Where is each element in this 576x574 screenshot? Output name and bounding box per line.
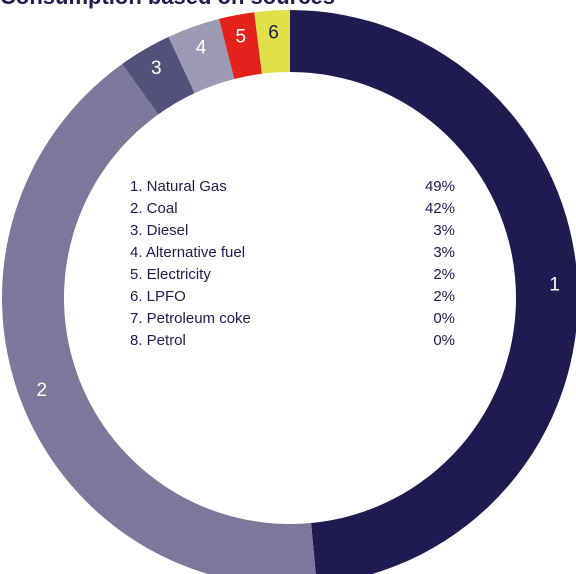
donut-segment [290,10,576,574]
legend-label: 8. Petrol [130,332,186,349]
legend-label: 3. Diesel [130,222,188,239]
legend-label: 5. Electricity [130,266,211,283]
segment-label: 5 [236,27,247,48]
segment-label: 2 [36,380,47,401]
donut-segment [219,12,262,79]
legend-label: 1. Natural Gas [130,178,227,195]
legend-label: 2. Coal [130,200,178,217]
legend-value: 0% [433,310,455,327]
legend-value: 42% [425,200,455,217]
legend-value: 3% [433,222,455,239]
segment-label: 3 [151,58,162,79]
legend-value: 0% [433,332,455,349]
chart-title: Consumption based on sources [0,0,335,9]
segment-label: 4 [196,37,207,58]
legend-value: 2% [433,266,455,283]
segment-label: 1 [549,275,560,296]
legend-value: 49% [425,178,455,195]
legend-value: 3% [433,244,455,261]
donut-segment [2,63,316,574]
donut-segment [168,18,235,94]
legend-label: 7. Petroleum coke [130,310,251,327]
donut-segment [122,36,195,115]
legend-label: 6. LPFO [130,288,186,305]
donut-segment [254,10,290,74]
legend-label: 4. Alternative fuel [130,244,245,261]
legend-value: 2% [433,288,455,305]
segment-label: 6 [268,23,279,44]
